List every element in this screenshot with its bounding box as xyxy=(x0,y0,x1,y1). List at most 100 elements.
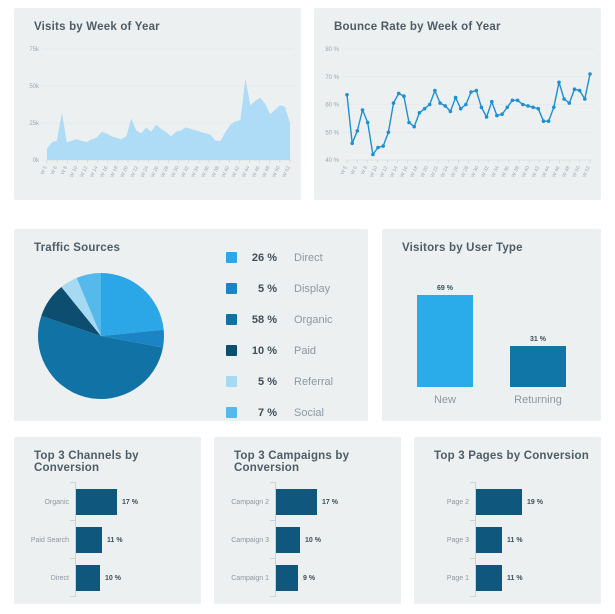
hbar-row: Campaign 1 9 % xyxy=(222,558,393,597)
svg-text:70 %: 70 % xyxy=(325,75,339,81)
card-title: Visitors by User Type xyxy=(402,242,523,254)
svg-text:W 22: W 22 xyxy=(130,165,140,178)
svg-text:W 24: W 24 xyxy=(140,165,150,178)
svg-text:W 46: W 46 xyxy=(551,165,561,178)
legend-swatch xyxy=(226,407,237,418)
svg-text:W 42: W 42 xyxy=(231,165,241,178)
svg-text:W 38: W 38 xyxy=(211,165,221,178)
svg-text:80 %: 80 % xyxy=(325,47,339,53)
svg-text:W 44: W 44 xyxy=(241,165,251,178)
svg-text:W 26: W 26 xyxy=(150,165,160,178)
hbar-category-label: Campaign 1 xyxy=(231,574,269,582)
svg-text:40 %: 40 % xyxy=(325,158,339,164)
legend-item: 7 % Social xyxy=(226,397,333,428)
hbar-zone: 17 % xyxy=(70,482,193,521)
card-title: Top 3 Campaigns by Conversion xyxy=(234,450,350,474)
pie-slice-social xyxy=(76,273,101,336)
legend-swatch xyxy=(226,314,237,325)
pie-slice-referral xyxy=(61,277,101,336)
area-series xyxy=(47,78,290,160)
svg-text:W 50: W 50 xyxy=(271,165,281,178)
bar-category-label: Returning xyxy=(514,394,562,406)
legend-item: 26 % Direct xyxy=(226,242,333,273)
pie-slice-direct xyxy=(101,273,164,336)
bar-stack: 69 % xyxy=(417,269,473,387)
svg-text:W 30: W 30 xyxy=(170,165,180,178)
svg-text:W 50: W 50 xyxy=(571,165,581,178)
svg-text:W 26: W 26 xyxy=(450,165,460,178)
hbar xyxy=(476,489,522,515)
bar-group: 69 % New xyxy=(417,269,473,406)
hbar-value-label: 17 % xyxy=(322,498,338,506)
hbar-row: Campaign 2 17 % xyxy=(222,482,393,521)
hbar-category-label: Page 3 xyxy=(446,536,469,544)
hbar xyxy=(276,489,317,515)
hbar-value-label: 17 % xyxy=(122,498,138,506)
hbar-value-label: 10 % xyxy=(305,536,321,544)
card-title: Visits by Week of Year xyxy=(34,21,160,33)
legend-swatch xyxy=(226,376,237,387)
svg-text:W 12: W 12 xyxy=(379,165,389,178)
svg-text:W 40: W 40 xyxy=(521,165,531,178)
legend-label: Direct xyxy=(294,251,323,264)
svg-text:W 28: W 28 xyxy=(460,165,470,178)
hbar-row: Organic 17 % xyxy=(22,482,193,521)
svg-text:60 %: 60 % xyxy=(325,103,339,109)
hbar xyxy=(276,565,298,591)
svg-text:W 48: W 48 xyxy=(561,165,571,178)
legend-swatch xyxy=(226,252,237,263)
svg-text:W 36: W 36 xyxy=(200,165,210,178)
hbar-zone: 10 % xyxy=(270,520,393,559)
pie-slice-organic xyxy=(38,315,163,399)
svg-text:W 10: W 10 xyxy=(69,165,79,178)
svg-text:W 34: W 34 xyxy=(190,165,200,178)
card-top3-campaigns: Top 3 Campaigns by Conversion Campaign 2… xyxy=(214,437,401,604)
legend-item: 10 % Paid xyxy=(226,335,333,366)
hbar xyxy=(76,527,102,553)
svg-text:W 18: W 18 xyxy=(409,165,419,178)
campaigns-hbar-chart: Campaign 2 17 % Campaign 3 10 % Campaign 1 9 … xyxy=(222,482,393,597)
legend-value: 5 % xyxy=(258,282,277,295)
hbar-zone: 19 % xyxy=(470,482,593,521)
svg-text:W 6: W 6 xyxy=(350,165,359,176)
svg-text:W 38: W 38 xyxy=(511,165,521,178)
card-title: Bounce Rate by Week of Year xyxy=(334,21,501,33)
hbar-category-label: Page 1 xyxy=(446,574,469,582)
card-top3-pages: Top 3 Pages by Conversion Page 2 19 % Page… xyxy=(414,437,601,604)
bar-value-label: 69 % xyxy=(437,285,453,292)
legend-swatch xyxy=(226,283,237,294)
hbar-value-label: 11 % xyxy=(507,536,523,544)
svg-text:W 5: W 5 xyxy=(340,165,349,176)
legend-item: 58 % Organic xyxy=(226,304,333,335)
pie-legend: 26 % Direct 5 % Display 58 % Organic 10 % Paid 5… xyxy=(226,242,333,428)
svg-text:50k: 50k xyxy=(29,84,40,90)
legend-swatch xyxy=(226,345,237,356)
card-top3-channels: Top 3 Channels by Conversion Organic 17 %… xyxy=(14,437,201,604)
svg-text:W 14: W 14 xyxy=(389,165,399,178)
legend-label: Referral xyxy=(294,375,334,388)
svg-text:0k: 0k xyxy=(33,158,40,164)
hbar-value-label: 19 % xyxy=(527,498,543,506)
hbar-zone: 11 % xyxy=(470,520,593,559)
svg-text:W 42: W 42 xyxy=(531,165,541,178)
hbar xyxy=(276,527,300,553)
hbar-category-label: Page 2 xyxy=(446,498,469,506)
hbar-zone: 11 % xyxy=(470,558,593,597)
bar-stack: 31 % xyxy=(510,269,566,387)
svg-text:W 12: W 12 xyxy=(79,165,89,178)
traffic-sources-pie-chart xyxy=(30,265,180,415)
svg-text:W 14: W 14 xyxy=(89,165,99,178)
legend-value: 58 % xyxy=(251,313,277,326)
hbar-category-label: Campaign 2 xyxy=(231,498,269,506)
hbar-value-label: 11 % xyxy=(507,574,523,582)
card-visitors-by-user-type: Visitors by User Type 69 % New 31 % Returni… xyxy=(382,229,601,421)
card-traffic-sources: Traffic Sources 26 % Direct 5 % Display 58 %… xyxy=(14,229,368,421)
pie-slice-display xyxy=(101,329,164,348)
svg-text:W 46: W 46 xyxy=(251,165,261,178)
svg-text:W 48: W 48 xyxy=(261,165,271,178)
legend-label: Display xyxy=(294,282,331,295)
card-title: Top 3 Pages by Conversion xyxy=(434,450,589,462)
bar-category-label: New xyxy=(433,394,456,406)
hbar xyxy=(476,527,502,553)
